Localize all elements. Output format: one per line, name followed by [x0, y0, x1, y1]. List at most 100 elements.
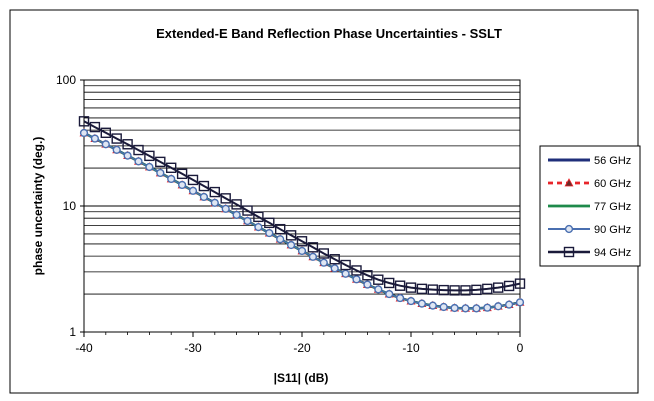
plot-area: 1 10 100 -40 -30 -20 -10 0: [56, 73, 524, 355]
data-point-circle: [515, 298, 525, 307]
data-point-circle: [123, 151, 132, 160]
data-point-square: [231, 199, 242, 210]
data-point-square: [340, 259, 351, 271]
data-point-circle: [494, 302, 503, 311]
data-point-square: [89, 121, 101, 133]
data-point-square: [296, 236, 308, 247]
data-point-square: [482, 283, 493, 295]
data-point-circle: [112, 145, 121, 154]
chart-title: Extended-E Band Reflection Phase Uncerta…: [156, 26, 502, 41]
data-point-square: [514, 278, 526, 289]
data-point-square: [329, 254, 340, 265]
data-point-square: [394, 280, 406, 291]
data-point-square: [351, 265, 362, 276]
x-tick-label: 0: [517, 341, 524, 355]
y-axis-label: phase uncertainty (deg.): [31, 137, 45, 276]
legend: 56 GHz 60 GHz 77 GHz 90 GHz 94 GHz: [539, 145, 641, 267]
series-line: [83, 120, 521, 292]
legend-item: 56 GHz: [548, 155, 631, 167]
data-point-square: [307, 242, 319, 253]
data-point-square: [460, 285, 471, 296]
data-point-circle: [79, 128, 89, 138]
data-point-circle: [210, 198, 219, 207]
data-point-square: [198, 180, 210, 192]
data-point-square: [405, 282, 417, 293]
data-point-circle: [145, 162, 154, 172]
x-tick-label: -20: [293, 341, 311, 355]
data-point-square: [209, 186, 221, 198]
data-point-square: [384, 277, 395, 289]
data-point-square: [373, 274, 384, 285]
data-point-square: [438, 284, 449, 296]
data-point-circle: [439, 302, 448, 312]
data-point-square: [427, 284, 438, 295]
data-point-circle: [461, 304, 470, 313]
data-point-square: [78, 116, 90, 127]
series-90-ghz: [79, 128, 525, 313]
data-point-circle: [308, 252, 318, 261]
legend-label: 77 GHz: [594, 201, 631, 213]
data-point-circle: [319, 258, 328, 267]
data-point-circle: [472, 304, 481, 313]
y-tick-label: 10: [63, 199, 77, 213]
data-point-square: [362, 270, 373, 281]
data-point-circle: [417, 299, 427, 308]
data-point-square: [471, 284, 482, 296]
data-point-square: [264, 217, 275, 229]
x-tick-label: -10: [402, 341, 420, 355]
data-point-square: [563, 246, 575, 258]
data-point-circle: [276, 235, 285, 244]
data-point-circle: [90, 134, 100, 143]
data-point-square: [285, 230, 297, 241]
data-point-circle: [232, 210, 241, 219]
data-point-square: [242, 205, 253, 216]
data-point-circle: [178, 180, 187, 190]
data-point-square: [165, 162, 177, 173]
legend-label: 94 GHz: [594, 247, 631, 259]
data-point-circle: [287, 240, 296, 250]
data-point-circle: [450, 303, 459, 313]
y-tick-label: 1: [69, 325, 76, 339]
legend-label: 60 GHz: [594, 178, 631, 190]
legend-label: 90 GHz: [594, 224, 631, 236]
data-point-circle: [406, 296, 416, 306]
data-point-circle: [265, 228, 274, 238]
legend-label: 56 GHz: [594, 155, 631, 167]
x-tick-label: -40: [75, 341, 93, 355]
data-point-square: [133, 144, 144, 156]
data-point-circle: [167, 174, 176, 184]
data-point-square: [220, 193, 231, 204]
data-point-square: [155, 156, 166, 168]
data-point-circle: [134, 157, 143, 166]
data-point-circle: [101, 140, 110, 149]
data-point-square: [176, 168, 188, 180]
data-point-circle: [221, 204, 230, 213]
data-point-square: [503, 280, 515, 292]
data-point-circle: [188, 186, 198, 195]
legend-item: 90 GHz: [548, 224, 631, 236]
data-point-circle: [428, 301, 437, 310]
legend-item: 77 GHz: [548, 201, 631, 213]
data-point-square: [111, 133, 122, 144]
data-point-triangle: [564, 178, 574, 187]
data-point-circle: [483, 303, 492, 312]
data-point-square: [416, 283, 428, 295]
data-point-circle: [254, 223, 263, 232]
data-point-circle: [199, 192, 209, 202]
data-point-circle: [352, 275, 361, 284]
data-point-circle: [385, 289, 394, 299]
series-layer: [78, 116, 526, 313]
data-point-square: [122, 139, 133, 150]
data-point-circle: [341, 269, 350, 278]
data-point-square: [318, 248, 329, 259]
data-point-square: [493, 282, 504, 293]
data-point-square: [187, 174, 199, 186]
data-point-circle: [156, 168, 165, 178]
data-point-square: [449, 285, 460, 296]
data-point-circle: [374, 285, 383, 294]
x-axis-label: |S11| (dB): [274, 371, 329, 385]
data-point-circle: [297, 246, 307, 256]
data-point-square: [144, 150, 155, 162]
data-point-circle: [330, 264, 339, 273]
